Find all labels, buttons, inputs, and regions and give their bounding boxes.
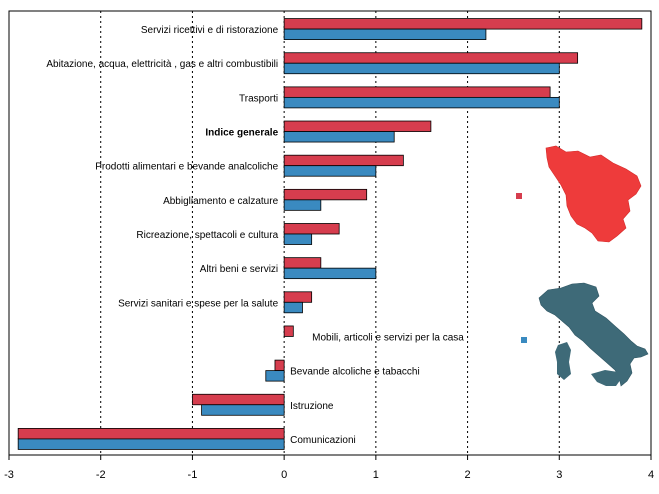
italy-map-inset [521,282,649,387]
category-label: Bevande alcoliche e tabacchi [290,367,420,378]
bar-series2 [17,438,285,450]
category-label: Abbigliamento e calzature [163,196,279,207]
category-label: Mobili, articoli e servizi per la casa [312,332,464,343]
bar-series2 [265,370,285,382]
x-tick-label: 0 [281,469,287,481]
bar-series1 [17,428,285,440]
category-label: Servizi ricettivi e di ristorazione [141,25,279,36]
sardinia-shape [555,342,571,380]
italy-mainland-shape [538,282,649,387]
bar-series1 [283,18,643,30]
bar-series1 [283,223,340,235]
bar-series2 [201,404,285,416]
bar-series2 [283,96,560,109]
category-label: Abitazione, acqua, elettricità , gas e a… [46,59,278,70]
category-label: Prodotti alimentari e bevande analcolich… [95,162,278,173]
plot-frame [8,10,652,456]
bar-series1 [283,120,432,132]
bar-series2 [283,131,395,143]
category-label: Ricreazione, spettacoli e cultura [136,230,278,241]
category-label: Indice generale [205,128,278,139]
category-label: Trasporti [239,93,278,104]
x-tick-label: -1 [188,469,198,481]
bar-series2 [283,233,313,245]
italy-island-marker [521,337,527,343]
bar-series2 [283,199,322,211]
x-tick-label: -2 [96,469,106,481]
tuscany-island-marker [516,193,522,199]
bar-series1 [283,325,294,337]
category-label: Comunicazioni [290,435,356,446]
bar-series2 [283,28,487,40]
bar-series1 [283,52,579,64]
x-tick-label: -3 [4,469,14,481]
x-tick-label: 4 [648,469,654,481]
tuscany-map-inset [516,145,642,243]
category-label: Istruzione [290,401,334,412]
bar-series2 [283,301,303,314]
sicily-shape [591,370,621,386]
bar-series1 [274,359,285,372]
bar-series1 [283,291,313,303]
category-label: Servizi sanitari e spese per la salute [118,298,279,309]
bar-series2 [283,165,377,177]
bar-series2 [283,62,560,75]
bar-series1 [283,154,404,167]
category-label: Altri beni e servizi [200,264,278,275]
bar-series1 [283,257,322,269]
bar-series2 [283,267,377,280]
tuscany-map-shape [545,145,642,243]
bar-series1 [192,393,285,406]
x-tick-label: 3 [556,469,562,481]
x-tick-label: 1 [373,469,379,481]
bar-series1 [283,86,551,98]
bar-series1 [283,188,368,201]
x-tick-label: 2 [465,469,471,481]
